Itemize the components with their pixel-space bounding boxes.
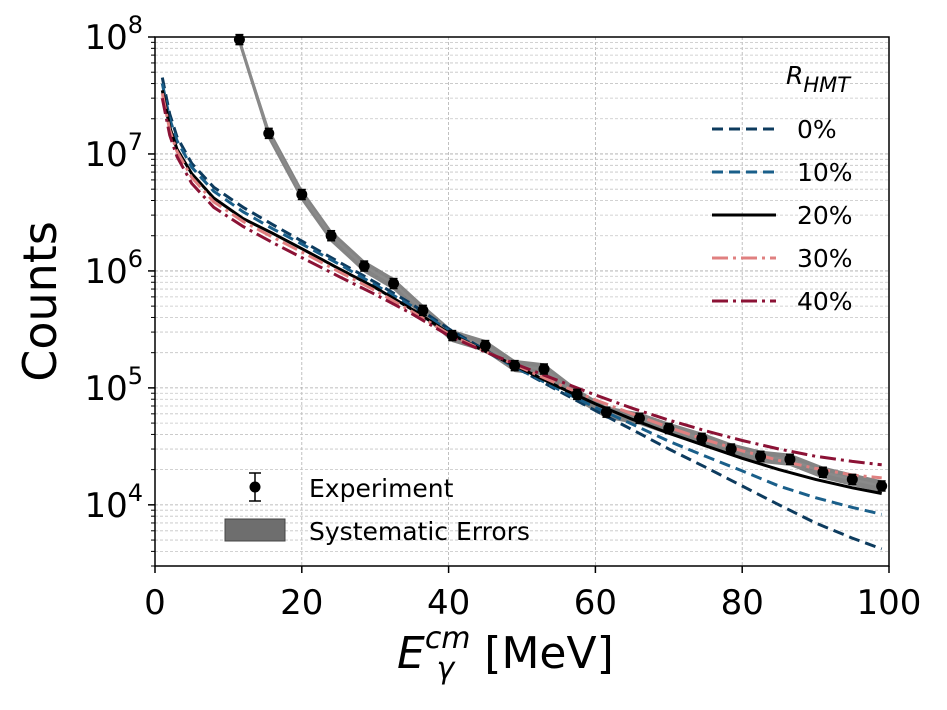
data-point [755,450,767,462]
experiment-point [509,359,521,372]
data-point [296,189,308,201]
experiment-point [633,412,645,425]
data-point [571,388,583,400]
x-axis-label-sub: γ [437,651,457,686]
experiment-point [696,432,708,445]
experiment-point [479,339,491,352]
series-line-0pct [160,77,883,551]
x-tick-label: 80 [721,583,764,623]
x-axis-label-sup: cm [425,621,471,656]
data-point [817,466,829,478]
data-point [446,330,458,342]
plot-frame [154,36,890,567]
legend-band-swatch [224,518,286,542]
data-point [725,443,737,455]
legend-experiment: Experiment Systematic Errors [224,472,530,546]
x-axis-label-unit: [MeV] [484,628,613,679]
legend-label-experiment: Experiment [309,474,454,503]
experiment-point [296,188,308,201]
experiment-point [233,33,245,46]
experiment-point [784,453,796,466]
legend-label: 30% [797,244,853,273]
experiment-point [446,329,458,342]
systematic-error-band [238,37,882,493]
data-point [600,406,612,418]
data-point [509,360,521,372]
series-line-30pct [160,93,882,480]
legend-experiment-marker [249,472,261,502]
experiment-point [876,480,888,492]
data-point [388,278,400,290]
data-point [263,127,275,139]
data-point [876,480,888,492]
data-point [417,304,429,316]
systematic-error-area [239,37,882,493]
experiment-point [725,443,737,455]
axis-ticks: 0 20 40 60 80 100 104 105 106 107 108 [84,11,921,623]
y-tick-label: 108 [84,11,143,58]
experiment-point [600,406,612,418]
legend-data-point [249,481,261,493]
series-line-40pct [160,97,882,467]
experiment-point [417,304,429,317]
y-tick-label: 106 [84,245,143,292]
experiment-point [263,127,275,140]
x-tick-label: 100 [857,583,922,623]
experiment-point [571,388,583,401]
legend-title-main: R [786,61,803,90]
data-point [538,363,550,375]
data-point [784,453,796,465]
data-point [233,34,245,46]
experiment-point [325,229,337,242]
series-line-20pct [160,90,882,495]
experiment-points [233,33,888,492]
experiment-point [358,260,370,272]
y-tick-label: 105 [84,362,143,409]
y-tick-label: 104 [84,479,143,526]
legend-title-sub: HMT [803,73,852,97]
experiment-point [817,466,829,478]
experiment-point [663,422,675,435]
x-tick-label: 60 [574,583,617,623]
experiment-point [388,277,400,290]
series-line-10pct [160,83,883,516]
experiment-point [538,363,550,375]
experiment-point [846,473,858,486]
data-point [479,340,491,352]
legend-model: RHMT 0% 10% 20% 30% 40% [712,61,853,316]
x-axis-label-main: E [397,628,425,679]
x-tick-label: 0 [144,583,166,623]
y-axis-label: Counts [13,221,67,382]
legend-label: 40% [797,287,853,316]
legend-label-systematic: Systematic Errors [309,517,530,546]
legend-label: 20% [797,201,853,230]
x-tick-label: 20 [280,583,323,623]
x-axis-label: Ecm γ [MeV] [397,621,614,686]
legend-title: RHMT [786,61,852,97]
data-point [358,260,370,272]
experiment-point [755,450,767,463]
legend-label: 0% [797,115,837,144]
legend-label: 10% [797,158,853,187]
data-point [846,473,858,485]
data-point [696,432,708,444]
experiment-line [238,39,882,488]
model-series [160,77,883,551]
data-point [663,422,675,434]
x-tick-label: 40 [427,583,470,623]
data-point [325,230,337,242]
data-point [633,412,645,424]
y-tick-label: 107 [84,128,143,175]
